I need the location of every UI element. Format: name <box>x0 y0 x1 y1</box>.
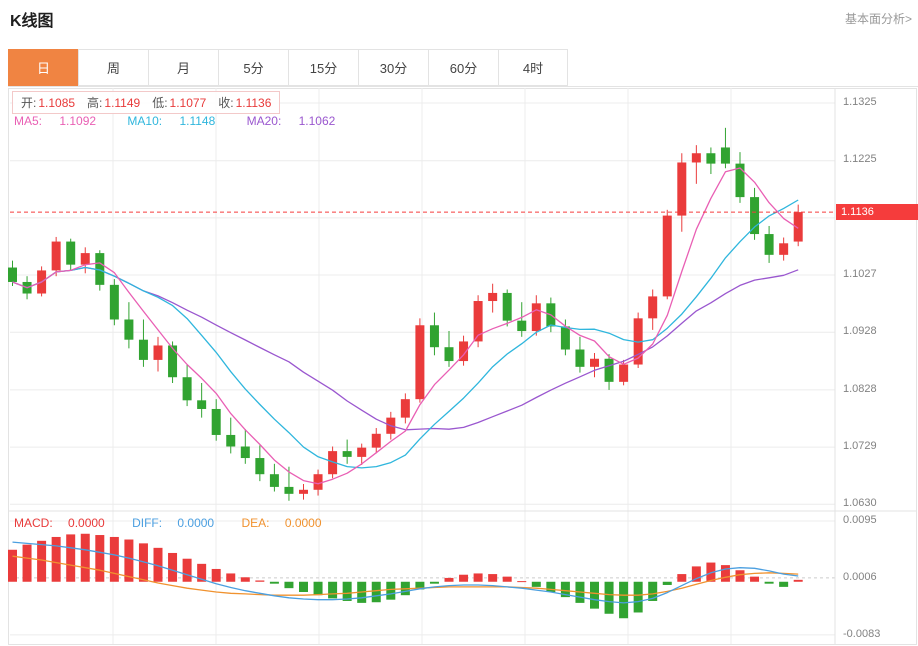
tab-15min[interactable]: 15分 <box>288 49 358 86</box>
tab-monthly[interactable]: 月 <box>148 49 218 86</box>
ma10-readout: MA10: 1.1148 <box>127 114 216 128</box>
ma5-readout: MA5: 1.1092 <box>14 114 97 128</box>
tab-4hour[interactable]: 4时 <box>498 49 568 86</box>
macd-axis-label: 0.0006 <box>843 571 877 583</box>
y-axis-label: 1.1325 <box>843 96 877 108</box>
y-axis-label: 1.1027 <box>843 268 877 280</box>
y-axis-label: 1.0828 <box>843 383 877 395</box>
high-label: 高: <box>87 96 103 110</box>
ohlc-legend: 开: 1.1085 高: 1.1149 低: 1.1077 收: 1.1136 <box>12 91 281 114</box>
low-label: 低: <box>152 96 168 110</box>
diff-readout: DIFF: 0.0000 <box>132 516 215 530</box>
low-value: 1.1077 <box>169 96 207 110</box>
macd-axis-label: 0.0095 <box>843 514 877 526</box>
open-value: 1.1085 <box>38 96 76 110</box>
ma20-readout: MA20: 1.1062 <box>246 114 336 128</box>
y-axis-label: 1.1225 <box>843 153 877 165</box>
y-axis-label: 1.0729 <box>843 440 877 452</box>
current-price-tag: 1.1136 <box>836 204 918 220</box>
y-axis-label: 1.0630 <box>843 497 877 509</box>
tab-60min[interactable]: 60分 <box>428 49 498 86</box>
tab-30min[interactable]: 30分 <box>358 49 428 86</box>
close-label: 收: <box>218 96 234 110</box>
tab-daily[interactable]: 日 <box>8 49 78 86</box>
fundamental-analysis-link[interactable]: 基本面分析> <box>844 12 912 26</box>
tab-weekly[interactable]: 周 <box>78 49 148 86</box>
tab-5min[interactable]: 5分 <box>218 49 288 86</box>
page-title: K线图 <box>10 13 54 30</box>
open-label: 开: <box>21 96 37 110</box>
close-value: 1.1136 <box>235 96 272 110</box>
macd-readout: MACD: 0.0000 <box>14 516 105 530</box>
macd-axis-label: -0.0083 <box>843 628 881 640</box>
macd-legend: MACD: 0.0000 DIFF: 0.0000 DEA: 0.0000 <box>14 516 346 530</box>
chart-hover-region[interactable] <box>8 88 835 644</box>
dea-readout: DEA: 0.0000 <box>241 516 322 530</box>
ma-legend: MA5: 1.1092 MA10: 1.1148 MA20: 1.1062 <box>14 114 363 128</box>
interval-tabs: 日 周 月 5分 15分 30分 60分 4时 <box>8 49 918 87</box>
y-axis-label: 1.0928 <box>843 325 877 337</box>
high-value: 1.1149 <box>104 96 141 110</box>
